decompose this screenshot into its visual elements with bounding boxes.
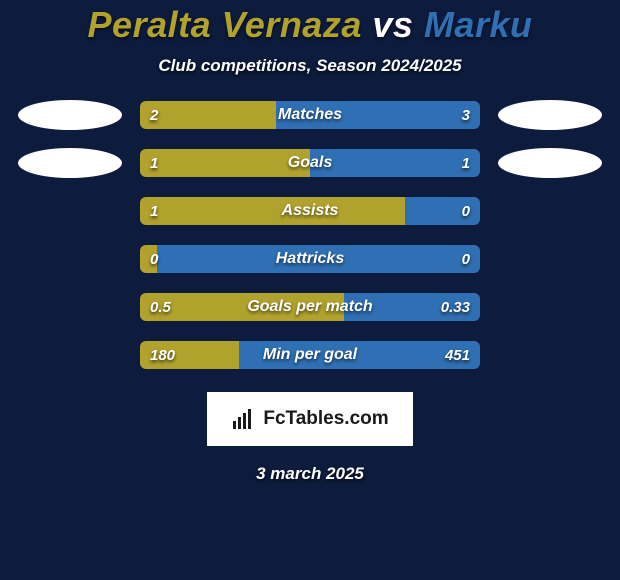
stat-bar: Hattricks00 xyxy=(140,245,480,273)
bar-right-fill xyxy=(276,101,480,129)
bars-icon xyxy=(231,407,255,431)
bar-left-fill xyxy=(140,101,276,129)
player2-name: Marku xyxy=(424,4,533,45)
stats-rows: Matches23 Goals11 Assists10 Hattricks00 Goal… xyxy=(18,100,602,388)
comparison-infographic: Peralta Vernaza vs Marku Club competitio… xyxy=(0,0,620,580)
right-ellipse xyxy=(498,148,602,178)
bar-right-fill xyxy=(405,197,480,225)
right-spacer xyxy=(498,196,602,226)
bar-right-fill xyxy=(344,293,480,321)
right-spacer xyxy=(498,244,602,274)
bar-right-fill xyxy=(157,245,480,273)
bar-left-fill xyxy=(140,149,310,177)
logo-box: FcTables.com xyxy=(207,392,413,446)
right-spacer xyxy=(498,292,602,322)
left-spacer xyxy=(18,340,122,370)
left-spacer xyxy=(18,292,122,322)
stat-bar: Goals11 xyxy=(140,149,480,177)
stat-bar: Matches23 xyxy=(140,101,480,129)
vs-text: vs xyxy=(372,4,413,45)
left-spacer xyxy=(18,244,122,274)
stat-bar: Assists10 xyxy=(140,197,480,225)
subtitle: Club competitions, Season 2024/2025 xyxy=(158,56,461,76)
stat-bar: Goals per match0.50.33 xyxy=(140,293,480,321)
stat-row: Assists10 xyxy=(18,196,602,226)
stat-row: Goals per match0.50.33 xyxy=(18,292,602,322)
player1-name: Peralta Vernaza xyxy=(88,4,362,45)
bar-left-fill xyxy=(140,293,344,321)
stat-row: Hattricks00 xyxy=(18,244,602,274)
page-title: Peralta Vernaza vs Marku xyxy=(88,4,533,46)
left-ellipse xyxy=(18,100,122,130)
bar-right-fill xyxy=(239,341,480,369)
stat-row: Matches23 xyxy=(18,100,602,130)
stat-row: Min per goal180451 xyxy=(18,340,602,370)
bar-left-fill xyxy=(140,341,239,369)
bar-left-fill xyxy=(140,245,157,273)
right-spacer xyxy=(498,340,602,370)
stat-row: Goals11 xyxy=(18,148,602,178)
date-text: 3 march 2025 xyxy=(256,464,364,484)
right-ellipse xyxy=(498,100,602,130)
left-spacer xyxy=(18,196,122,226)
stat-bar: Min per goal180451 xyxy=(140,341,480,369)
bar-right-fill xyxy=(310,149,480,177)
logo-text: FcTables.com xyxy=(263,408,388,430)
bar-left-fill xyxy=(140,197,405,225)
left-ellipse xyxy=(18,148,122,178)
